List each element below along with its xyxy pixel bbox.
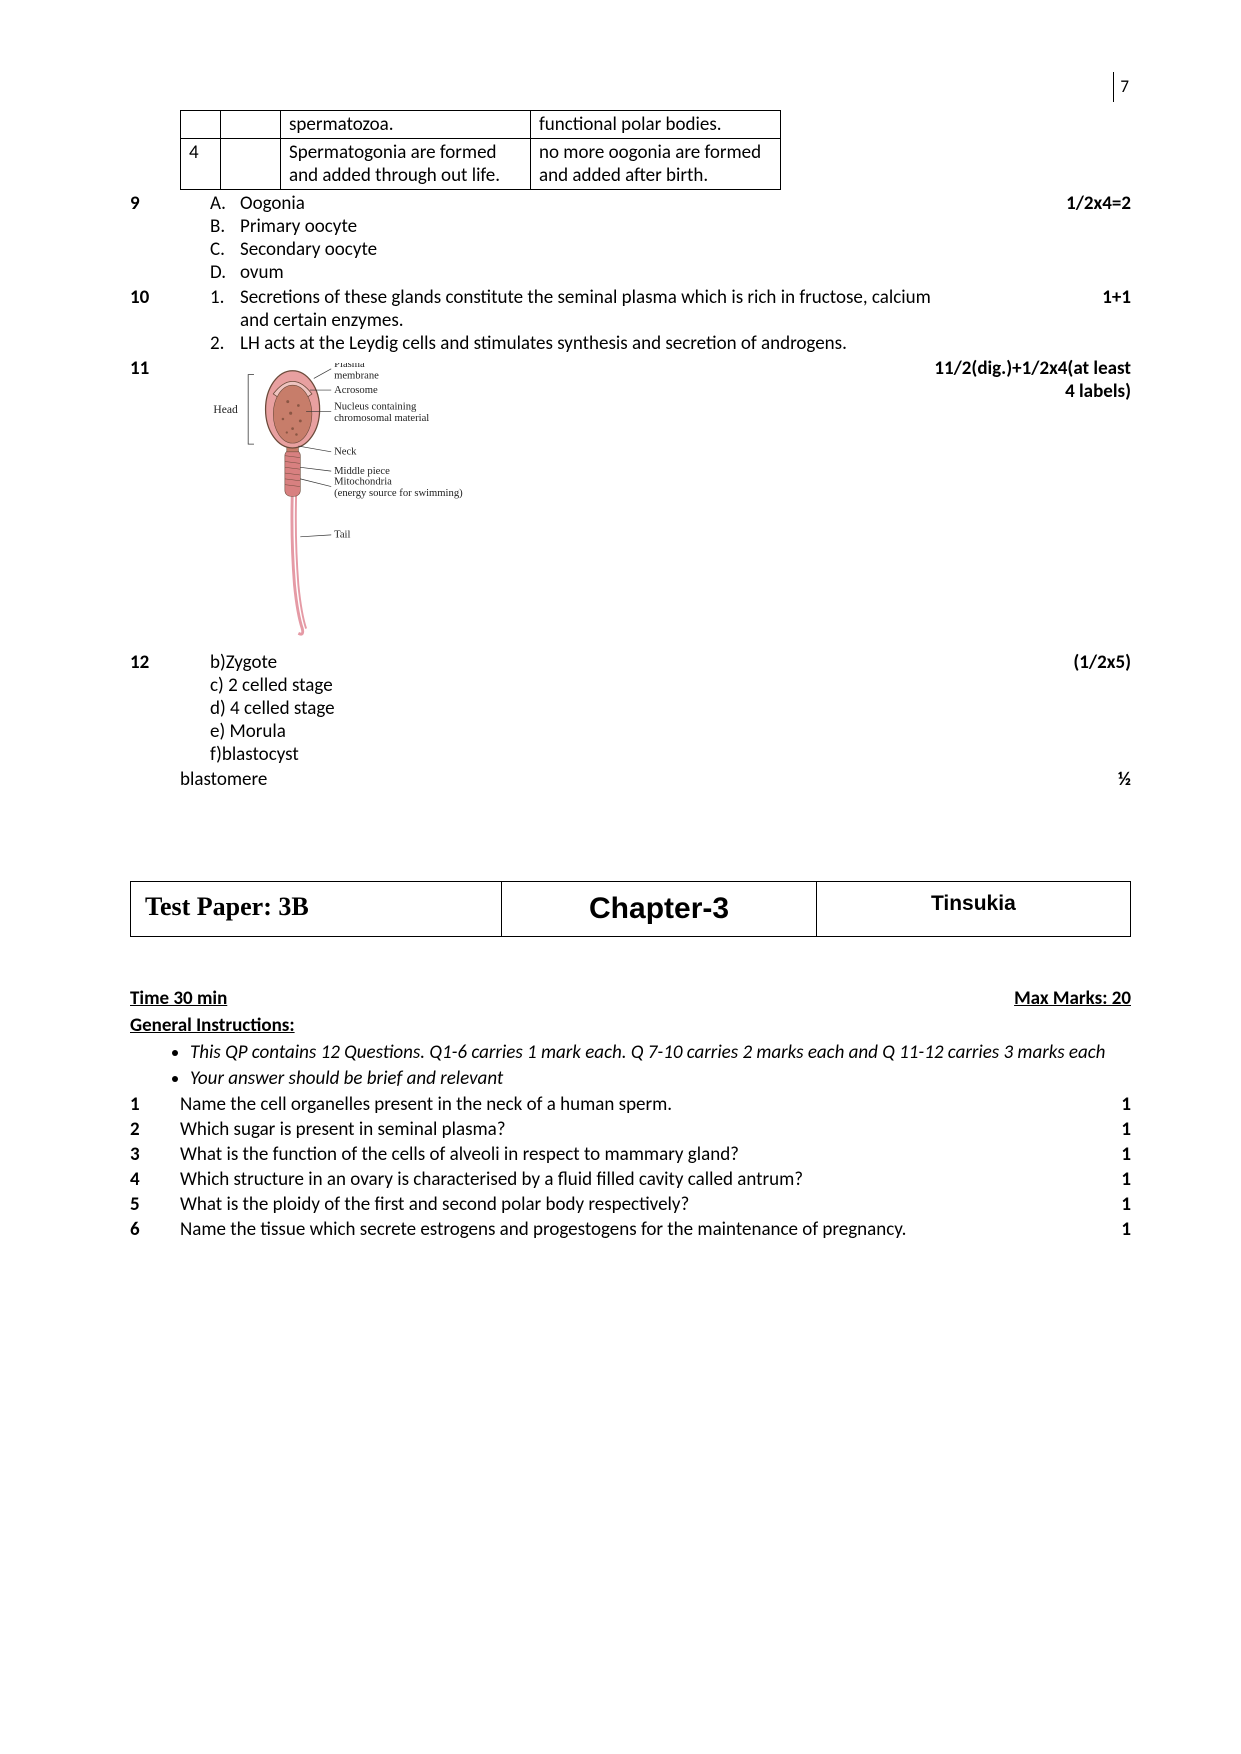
cell-right: no more oogonia are formed and added aft… <box>531 139 781 190</box>
q-number: 6 <box>130 1218 180 1241</box>
q-body: A.Oogonia B.Primary oocyte C.Secondary o… <box>180 192 931 284</box>
list-letter: 2. <box>210 332 240 355</box>
content-block: spermatozoa. functional polar bodies. 4 … <box>130 110 1131 1241</box>
test-paper-title: Test Paper: 3B <box>131 882 501 936</box>
svg-text:Plasmamembrane: Plasmamembrane <box>334 363 379 381</box>
q-number: 3 <box>130 1143 180 1166</box>
q-marks: 1 <box>1091 1143 1131 1166</box>
general-instructions-title: General Instructions: <box>130 1014 1131 1037</box>
cell-num: 4 <box>181 139 221 190</box>
q-text: Name the tissue which secrete estrogens … <box>180 1218 1091 1241</box>
blastomere-label: blastomere <box>180 768 931 791</box>
diagram-label: Nucleus containing <box>334 401 417 412</box>
list-text: d) 4 celled stage <box>210 697 931 720</box>
region-title: Tinsukia <box>816 882 1130 936</box>
q-body: b)Zygote c) 2 celled stage d) 4 celled s… <box>180 651 931 766</box>
maxmarks-label: Max Marks: 20 <box>1014 987 1131 1010</box>
list-text: Secondary oocyte <box>240 238 377 261</box>
q-text: Which structure in an ovary is character… <box>180 1168 1091 1191</box>
question-row: 4 Which structure in an ovary is charact… <box>130 1168 1131 1191</box>
question-12: 12 b)Zygote c) 2 celled stage d) 4 celle… <box>130 651 1131 766</box>
q-body: Head Plasmamembrane Acrosome Nucleus con… <box>180 357 931 649</box>
q-marks: 1 <box>1091 1218 1131 1241</box>
question-row: 3 What is the function of the cells of a… <box>130 1143 1131 1166</box>
time-marks-row: Time 30 min Max Marks: 20 <box>130 987 1131 1010</box>
q-marks: 1 <box>1091 1168 1131 1191</box>
cell-num <box>181 111 221 139</box>
q-number: 11 <box>130 357 180 649</box>
q-number: 12 <box>130 651 180 766</box>
svg-text:Mitochondria(energy source for: Mitochondria(energy source for swimming) <box>334 477 463 500</box>
diagram-label-head: Head <box>213 403 238 416</box>
table-row: 4 Spermatogonia are formed and added thr… <box>181 139 781 190</box>
question-row: 5 What is the ploidy of the first and se… <box>130 1193 1131 1216</box>
list-text: e) Morula <box>210 720 931 743</box>
diagram-label: Mitochondria <box>334 477 392 488</box>
q-number: 10 <box>130 286 180 355</box>
list-text: Primary oocyte <box>240 215 357 238</box>
list-letter: C. <box>210 238 240 261</box>
page-number: 7 <box>1113 72 1129 102</box>
q-number: 1 <box>130 1093 180 1116</box>
q-text: Name the cell organelles present in the … <box>180 1093 1091 1116</box>
list-text: c) 2 celled stage <box>210 674 931 697</box>
svg-text:Nucleus containingchromosomal: Nucleus containingchromosomal material <box>334 401 429 424</box>
question-11: 11 <box>130 357 1131 649</box>
list-text: Oogonia <box>240 192 305 215</box>
q-number: 9 <box>130 192 180 284</box>
q-body: 1.Secretions of these glands constitute … <box>180 286 931 355</box>
cell-blank <box>221 111 281 139</box>
q-marks: 11/2(dig.)+1/2x4(at least 4 labels) <box>931 357 1131 649</box>
q-text: What is the function of the cells of alv… <box>180 1143 1091 1166</box>
cell-left: spermatozoa. <box>281 111 531 139</box>
q-number: 4 <box>130 1168 180 1191</box>
table-row: spermatozoa. functional polar bodies. <box>181 111 781 139</box>
list-letter: B. <box>210 215 240 238</box>
question-9: 9 A.Oogonia B.Primary oocyte C.Secondary… <box>130 192 1131 284</box>
cell-right: functional polar bodies. <box>531 111 781 139</box>
list-letter: 1. <box>210 286 240 332</box>
q-marks: 1 <box>1091 1093 1131 1116</box>
instructions-list: This QP contains 12 Questions. Q1-6 carr… <box>130 1041 1131 1090</box>
q-marks: (1/2x5) <box>931 651 1131 766</box>
question-row: 2 Which sugar is present in seminal plas… <box>130 1118 1131 1141</box>
diagram-label: Middle piece <box>334 466 390 477</box>
list-text: LH acts at the Leydig cells and stimulat… <box>240 332 847 355</box>
question-row: 1 Name the cell organelles present in th… <box>130 1093 1131 1116</box>
chapter-title: Chapter-3 <box>501 882 815 936</box>
test-header-box: Test Paper: 3B Chapter-3 Tinsukia <box>130 881 1131 937</box>
list-text: f)blastocyst <box>210 743 931 766</box>
answer-table: spermatozoa. functional polar bodies. 4 … <box>180 110 781 190</box>
diagram-label: Acrosome <box>334 385 378 396</box>
list-text: Secretions of these glands constitute th… <box>240 286 931 332</box>
q-number: 5 <box>130 1193 180 1216</box>
q-marks: 1 <box>1091 1193 1131 1216</box>
question-row: 6 Name the tissue which secrete estrogen… <box>130 1218 1131 1241</box>
q-text: What is the ploidy of the first and seco… <box>180 1193 1091 1216</box>
q-marks: 1/2x4=2 <box>931 192 1131 284</box>
cell-left: Spermatogonia are formed and added throu… <box>281 139 531 190</box>
q-marks: 1+1 <box>931 286 1131 355</box>
diagram-label: Tail <box>334 530 350 541</box>
diagram-label: Plasma <box>334 363 365 370</box>
list-letter: D. <box>210 261 240 284</box>
blastomere-marks: ½ <box>931 768 1131 791</box>
answer-table-row: spermatozoa. functional polar bodies. 4 … <box>130 110 1131 190</box>
instruction-item: This QP contains 12 Questions. Q1-6 carr… <box>190 1041 1131 1064</box>
list-text: b)Zygote <box>210 651 931 674</box>
q-number: 2 <box>130 1118 180 1141</box>
cell-blank <box>221 139 281 190</box>
blastomere-row: blastomere ½ <box>130 768 1131 791</box>
list-text: ovum <box>240 261 284 284</box>
sperm-diagram: Head Plasmamembrane Acrosome Nucleus con… <box>200 363 530 643</box>
question-10: 10 1.Secretions of these glands constitu… <box>130 286 1131 355</box>
instruction-item: Your answer should be brief and relevant <box>190 1067 1131 1090</box>
list-letter: A. <box>210 192 240 215</box>
diagram-label: Neck <box>334 447 357 458</box>
q-text: Which sugar is present in seminal plasma… <box>180 1118 1091 1141</box>
time-label: Time 30 min <box>130 987 227 1010</box>
question-list: 1 Name the cell organelles present in th… <box>130 1093 1131 1241</box>
q-marks: 1 <box>1091 1118 1131 1141</box>
